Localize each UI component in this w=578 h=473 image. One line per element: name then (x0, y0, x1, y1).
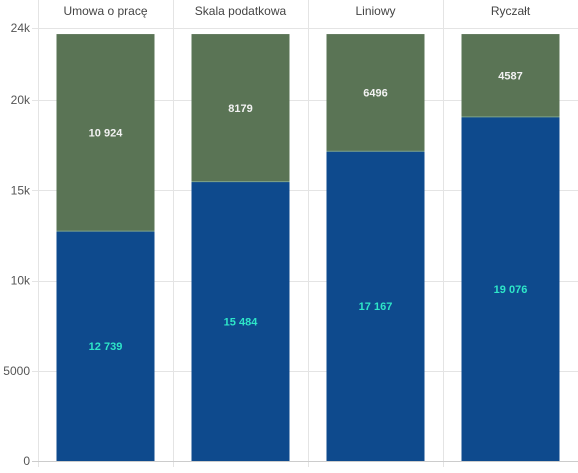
category-label: Umowa o pracę (63, 4, 147, 18)
bar-segment (56, 231, 155, 461)
y-tick-label: 10k (11, 274, 31, 288)
bar-segment (326, 151, 425, 462)
y-tick-label: 0 (23, 454, 30, 468)
data-label: 12 739 (89, 341, 123, 353)
data-label: 19 076 (494, 284, 528, 296)
category-label: Ryczałt (491, 4, 531, 18)
data-label: 15 484 (224, 316, 259, 328)
bar-segment (461, 34, 560, 117)
bar-segment (56, 34, 155, 232)
category-label: Skala podatkowa (195, 4, 287, 18)
y-tick-label: 20k (11, 93, 31, 107)
y-tick-label: 5000 (3, 364, 30, 378)
bar-segment (191, 34, 290, 182)
category-label: Liniowy (355, 4, 395, 18)
y-tick-label: 15k (11, 183, 31, 197)
data-label: 10 924 (89, 128, 124, 140)
bar-segment (326, 34, 425, 152)
y-tick-label: 24k (11, 21, 31, 35)
data-label: 8179 (228, 103, 252, 115)
data-label: 6496 (363, 88, 387, 100)
bar-segment (461, 116, 560, 462)
bar-segment (191, 181, 290, 462)
data-label: 4587 (498, 70, 522, 82)
data-label: 17 167 (359, 301, 393, 313)
